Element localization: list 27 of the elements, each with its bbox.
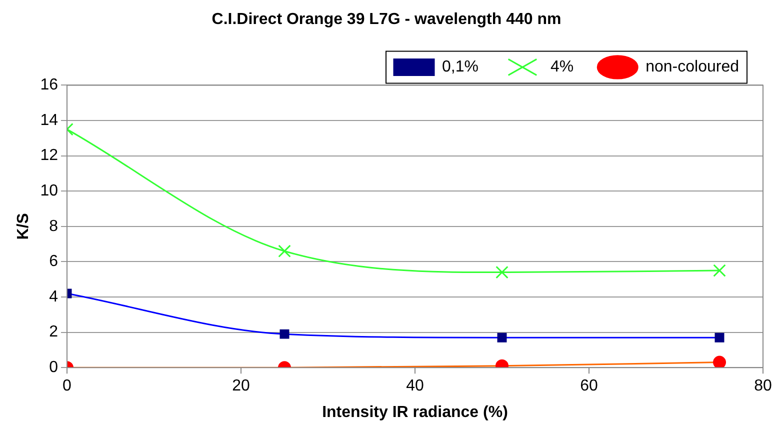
- point: [496, 266, 508, 279]
- y-tick-label: 4: [49, 288, 58, 306]
- chart-title: C.I.Direct Orange 39 L7G - wavelength 440 nm: [212, 11, 562, 28]
- point: [280, 329, 290, 339]
- legend-label: 0,1%: [442, 58, 478, 76]
- x-tick-label: 40: [406, 378, 424, 395]
- x-tick-label: 20: [232, 378, 250, 395]
- legend-label: non-coloured: [646, 58, 740, 76]
- x-tick-label: 60: [580, 378, 598, 395]
- point: [497, 332, 507, 342]
- legend-label: 4%: [550, 58, 574, 76]
- point: [713, 264, 726, 277]
- y-tick-label: 12: [40, 147, 58, 164]
- x-axis-title: Intensity IR radiance (%): [322, 404, 508, 421]
- x-tick-label: 0: [62, 378, 72, 395]
- y-axis-title: K/S: [15, 212, 32, 240]
- x-tick-label: 80: [754, 378, 772, 395]
- point: [278, 244, 291, 258]
- y-tick-label: 14: [40, 112, 58, 129]
- y-tick-label: 8: [49, 218, 58, 235]
- y-tick-label: 6: [49, 253, 58, 270]
- y-tick-label: 0: [49, 359, 58, 376]
- y-tick-label: 16: [40, 76, 58, 94]
- y-tick-label: 10: [40, 182, 58, 200]
- point: [713, 356, 726, 368]
- point: [714, 332, 724, 342]
- y-tick-label: 2: [49, 324, 58, 341]
